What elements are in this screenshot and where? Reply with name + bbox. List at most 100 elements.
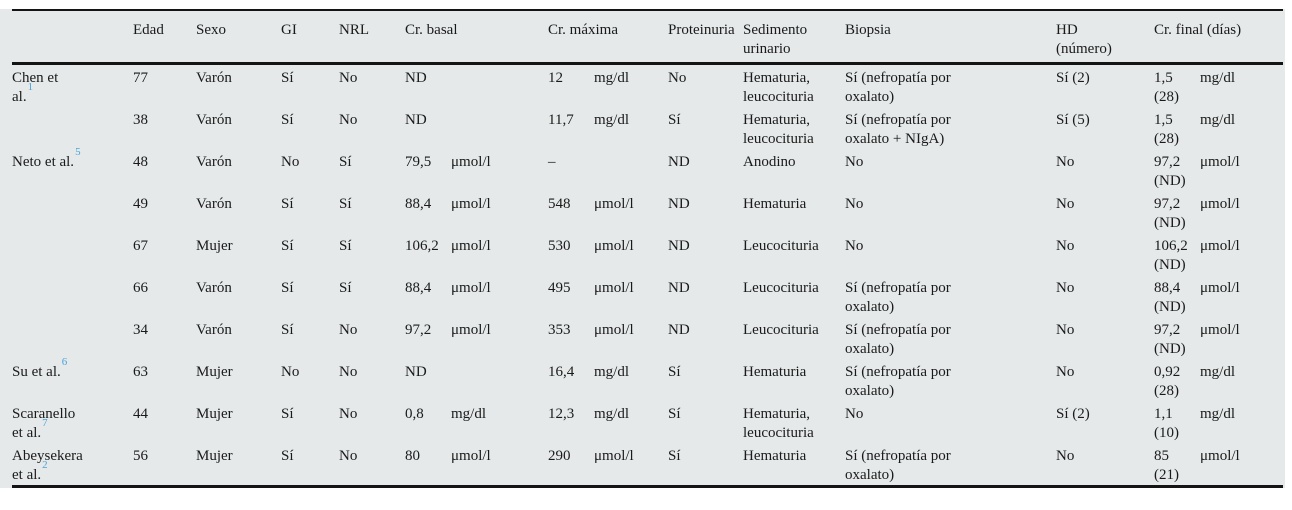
table-cell: Anodino <box>743 149 845 191</box>
cell-unit: mg/dl <box>1200 69 1236 86</box>
cell-value: 88,4 <box>405 279 432 296</box>
table-cell: No <box>1056 359 1154 401</box>
table-cell: ND <box>405 63 548 107</box>
table-cell: 80 μmol/l <box>405 443 548 487</box>
column-header-label: NRL <box>339 22 369 38</box>
cell-value: 1,1 <box>1154 405 1173 422</box>
cell-text: No <box>1056 195 1075 212</box>
cell-text: Sí <box>281 279 294 296</box>
citation-link[interactable]: 2 <box>42 458 48 471</box>
cell-unit: μmol/l <box>451 195 491 212</box>
cell-text-line: leucocituria <box>743 130 814 147</box>
table-cell: Hematuria, leucocituria <box>743 401 845 443</box>
table-cell: Sí <box>668 401 743 443</box>
cell-subline: (28) <box>1154 382 1179 399</box>
cell-text-line: oxalato + NIgA) <box>845 130 945 147</box>
cell-text: ND <box>668 279 690 296</box>
cell-value: 1,5 <box>1154 69 1173 86</box>
cell-text: Sí <box>281 321 294 338</box>
cell-subline: (28) <box>1154 88 1179 105</box>
cell-value: 1,5 <box>1154 111 1173 128</box>
cell-text: Sí <box>339 153 352 170</box>
value-unit-line: 530 μmol/l <box>548 237 662 256</box>
study-name-line: Su et al.6 <box>12 355 68 380</box>
column-header: Cr. máxima <box>548 10 668 65</box>
value-unit-line: 97,2 μmol/l <box>1154 321 1277 340</box>
cell-text: No <box>668 69 687 86</box>
table-cell: No <box>339 63 405 107</box>
table-cell: No <box>1056 317 1154 359</box>
value-unit-line: 12 mg/dl <box>548 69 662 88</box>
table-cell: Sí <box>281 317 339 359</box>
cell-text-line: oxalato) <box>845 298 895 315</box>
cell-text: Mujer <box>196 405 233 422</box>
cell-text: Sí <box>281 195 294 212</box>
cell-unit: mg/dl <box>594 69 630 86</box>
column-header-line: (número) <box>1056 41 1112 57</box>
table-cell: No <box>845 401 1056 443</box>
table-cell: 11,7 mg/dl <box>548 107 668 149</box>
table-cell: No <box>339 359 405 401</box>
cell-text: No <box>281 363 300 380</box>
cell-value: 88,4 <box>405 195 432 212</box>
table-cell <box>12 317 133 359</box>
cell-unit: μmol/l <box>594 237 634 254</box>
table-cell: 353 μmol/l <box>548 317 668 359</box>
value-unit-line: 88,4 μmol/l <box>405 195 542 214</box>
table-cell: ND <box>405 107 548 149</box>
cell-value: 79,5 <box>405 153 432 170</box>
cell-text: Leucocituria <box>743 321 819 338</box>
table-cell: 97,2 μmol/l <box>405 317 548 359</box>
table-cell: 44 <box>133 401 196 443</box>
table-cell: No <box>339 443 405 487</box>
cell-text-line: oxalato) <box>845 466 895 483</box>
cell-text: No <box>1056 447 1075 464</box>
table-body: Chen et al.1 77 Varón Sí No ND 12 mg/dl No Hematur… <box>12 63 1283 486</box>
case-reports-table: Edad Sexo GI NRL Cr. basal Cr. máxima Proteinu… <box>12 9 1283 488</box>
cell-unit: mg/dl <box>594 363 630 380</box>
table-cell: Varón <box>196 149 281 191</box>
cell-text: No <box>1056 363 1075 380</box>
cell-text: Sí <box>281 405 294 422</box>
value-unit-line: 0,92 mg/dl <box>1154 363 1277 382</box>
table-cell: Varón <box>196 63 281 107</box>
cell-unit: mg/dl <box>1200 405 1236 422</box>
citation-link[interactable]: 6 <box>61 355 68 368</box>
cell-unit: μmol/l <box>451 237 491 254</box>
table-cell: ND <box>668 149 743 191</box>
cell-text: 67 <box>133 237 148 254</box>
cell-text: Varón <box>196 279 232 296</box>
citation-link[interactable]: 1 <box>27 80 34 93</box>
table-cell: No <box>1056 275 1154 317</box>
table-cell: Sí (nefropatía por oxalato + NIgA) <box>845 107 1056 149</box>
table-cell: 34 <box>133 317 196 359</box>
citation-link[interactable]: 7 <box>42 416 48 429</box>
table-cell: 97,2 μmol/l (ND) <box>1154 317 1283 359</box>
cell-text-line: leucocituria <box>743 424 814 441</box>
column-header: HD (número) <box>1056 10 1154 65</box>
cell-unit: μmol/l <box>1200 153 1240 170</box>
table-cell: Sí <box>339 191 405 233</box>
table-cell: 88,4 μmol/l <box>405 191 548 233</box>
cell-value: 0,8 <box>405 405 424 422</box>
cell-text: Anodino <box>743 153 796 170</box>
column-header-label: GI <box>281 22 297 38</box>
value-unit-line: 495 μmol/l <box>548 279 662 298</box>
column-header-label: Edad <box>133 22 164 38</box>
cell-subline: (ND) <box>1154 214 1186 231</box>
table-cell: – <box>548 149 668 191</box>
value-unit-line: 85 μmol/l <box>1154 447 1277 466</box>
table-cell: Sí (2) <box>1056 401 1154 443</box>
cell-text: Varón <box>196 69 232 86</box>
table-row: Abeysekera et al.2 56 Mujer Sí No 80 μmol/l 290 μ… <box>12 443 1283 487</box>
table-cell: ND <box>668 275 743 317</box>
cell-text: 63 <box>133 363 148 380</box>
cell-text: Leucocituria <box>743 279 819 296</box>
cell-text-line: Sí (nefropatía por <box>845 447 951 464</box>
citation-link[interactable]: 5 <box>75 145 81 158</box>
column-header: Sexo <box>196 10 281 65</box>
table-cell: Sí <box>281 401 339 443</box>
table-cell: Leucocituria <box>743 275 845 317</box>
table-cell: Sí <box>339 149 405 191</box>
cell-value: 0,92 <box>1154 363 1181 380</box>
